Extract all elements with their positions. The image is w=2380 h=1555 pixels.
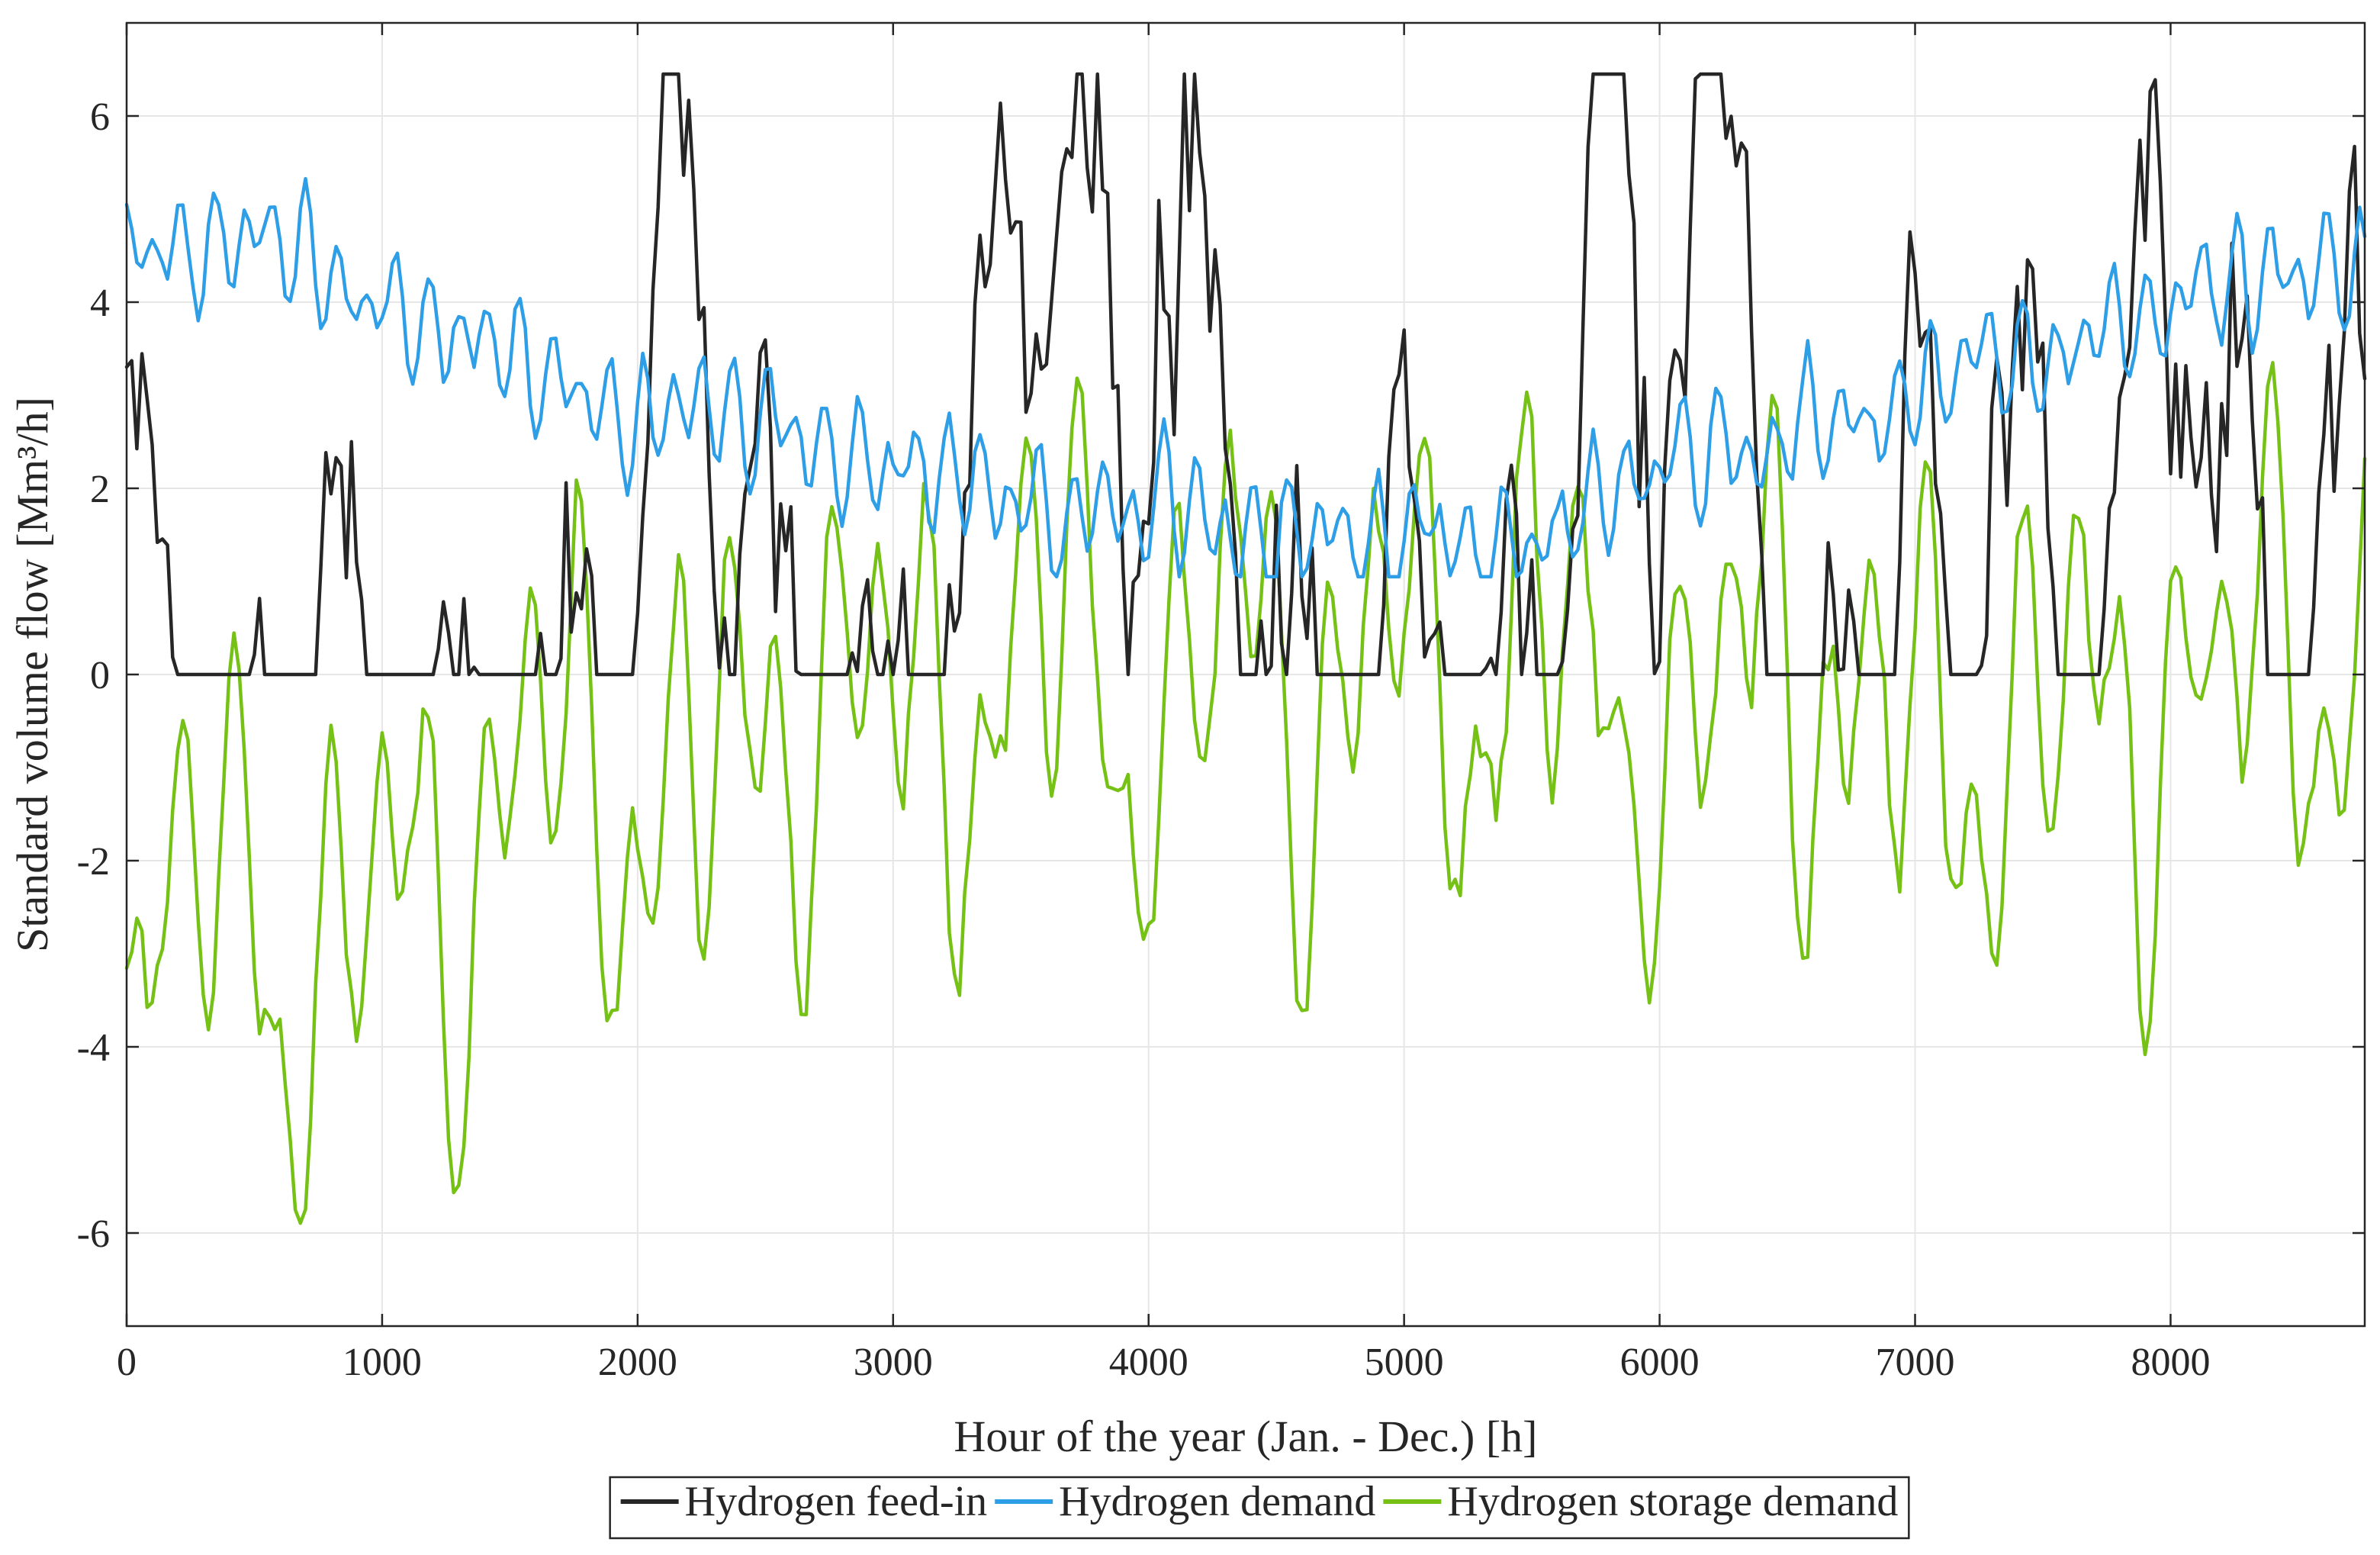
series-line-hydrogen-feed-in — [124, 72, 2367, 677]
y-tick-label: 4 — [90, 282, 110, 325]
y-tick-label: 2 — [90, 468, 110, 511]
x-tick-label: 5000 — [1365, 1341, 1444, 1384]
series-group — [124, 72, 2367, 1225]
series-line-hydrogen-storage-demand — [124, 361, 2367, 1225]
ticks-group — [125, 23, 2365, 1326]
legend: Hydrogen feed-in Hydrogen demand Hydrogen … — [609, 1476, 1910, 1540]
x-tick-label: 7000 — [1876, 1341, 1955, 1384]
legend-label: Hydrogen demand — [1059, 1478, 1375, 1525]
x-axis-label: Hour of the year (Jan. - Dec.) [h] — [954, 1412, 1538, 1461]
x-tick-label: 8000 — [2131, 1341, 2210, 1384]
y-tick-label: -4 — [77, 1026, 110, 1070]
x-tick-label: 0 — [117, 1341, 137, 1384]
x-tick-label: 1000 — [343, 1341, 422, 1384]
legend-label: Hydrogen storage demand — [1447, 1478, 1898, 1525]
x-tick-label: 2000 — [598, 1341, 677, 1384]
y-tick-label: 6 — [90, 95, 110, 139]
x-tick-label: 4000 — [1109, 1341, 1188, 1384]
x-tick-label: 3000 — [854, 1341, 933, 1384]
y-tick-label: -2 — [77, 840, 110, 884]
series-line-hydrogen-demand — [124, 176, 2367, 579]
y-tick-label: -6 — [77, 1212, 110, 1256]
legend-label: Hydrogen feed-in — [685, 1478, 988, 1525]
y-axis-label: Standard volume flow [Mm³/h] — [8, 397, 57, 952]
x-tick-label: 6000 — [1620, 1341, 1700, 1384]
tick-labels: 0 1000 2000 3000 4000 5000 6000 7000 8000 -6 -4 -2 0… — [77, 95, 2211, 1384]
legend-box — [609, 1476, 1910, 1540]
y-tick-label: 0 — [90, 654, 110, 697]
